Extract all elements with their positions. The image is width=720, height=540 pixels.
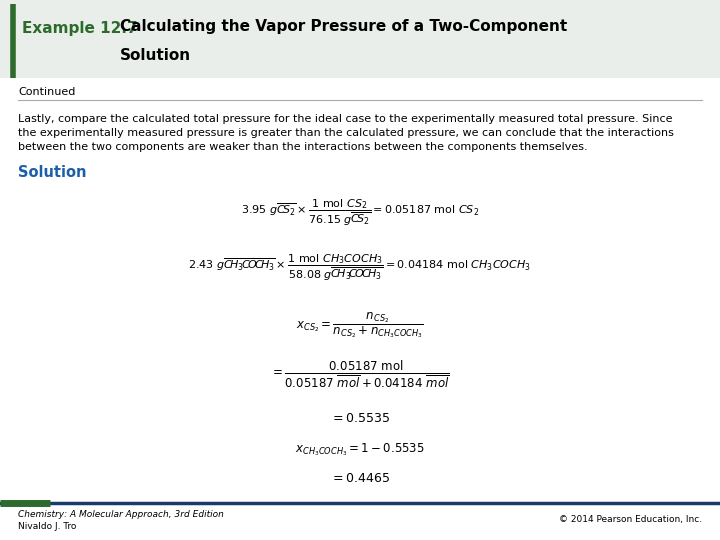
Text: $x_{CH_3COCH_3} = 1 - 0.5535$: $x_{CH_3COCH_3} = 1 - 0.5535$ bbox=[295, 442, 425, 458]
Bar bbox=[0, 0, 720, 78]
Text: Continued: Continued bbox=[18, 87, 76, 97]
Text: $= \dfrac{0.05187\ \mathrm{mol}}{0.05187\ \overline{mol} + 0.04184\ \overline{mo: $= \dfrac{0.05187\ \mathrm{mol}}{0.05187… bbox=[270, 360, 450, 390]
Text: © 2014 Pearson Education, Inc.: © 2014 Pearson Education, Inc. bbox=[559, 515, 702, 524]
Text: $x_{CS_2} = \dfrac{n_{CS_2}}{n_{CS_2} + n_{CH_3COCH_3}}$: $x_{CS_2} = \dfrac{n_{CS_2}}{n_{CS_2} + … bbox=[296, 310, 424, 340]
Text: between the two components are weaker than the interactions between the componen: between the two components are weaker th… bbox=[18, 142, 588, 152]
Text: Calculating the Vapor Pressure of a Two-Component: Calculating the Vapor Pressure of a Two-… bbox=[120, 18, 567, 33]
Text: $= 0.4465$: $= 0.4465$ bbox=[330, 471, 390, 484]
Text: Solution: Solution bbox=[18, 165, 86, 180]
Text: Solution: Solution bbox=[120, 48, 191, 63]
Text: $= 0.5535$: $= 0.5535$ bbox=[330, 411, 390, 424]
Text: Example 12.7: Example 12.7 bbox=[22, 21, 138, 36]
Text: Lastly, compare the calculated total pressure for the ideal case to the experime: Lastly, compare the calculated total pre… bbox=[18, 114, 672, 124]
Text: Nivaldo J. Tro: Nivaldo J. Tro bbox=[18, 522, 76, 531]
Text: Chemistry: A Molecular Approach, 3rd Edition: Chemistry: A Molecular Approach, 3rd Edi… bbox=[18, 510, 224, 519]
Text: the experimentally measured pressure is greater than the calculated pressure, we: the experimentally measured pressure is … bbox=[18, 128, 674, 138]
Text: $2.43\ g\overline{C\!H_3\!C\!O\!C\!H_3} \times \dfrac{1\ \mathrm{mol}\ CH_3COCH_: $2.43\ g\overline{C\!H_3\!C\!O\!C\!H_3} … bbox=[189, 253, 531, 283]
Text: $3.95\ g\overline{C\!S_2} \times \dfrac{1\ \mathrm{mol}\ CS_2}{76.15\ g\overline: $3.95\ g\overline{C\!S_2} \times \dfrac{… bbox=[241, 198, 479, 228]
